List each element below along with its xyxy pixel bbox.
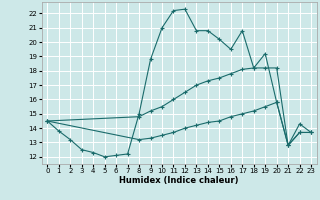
- X-axis label: Humidex (Indice chaleur): Humidex (Indice chaleur): [119, 176, 239, 185]
